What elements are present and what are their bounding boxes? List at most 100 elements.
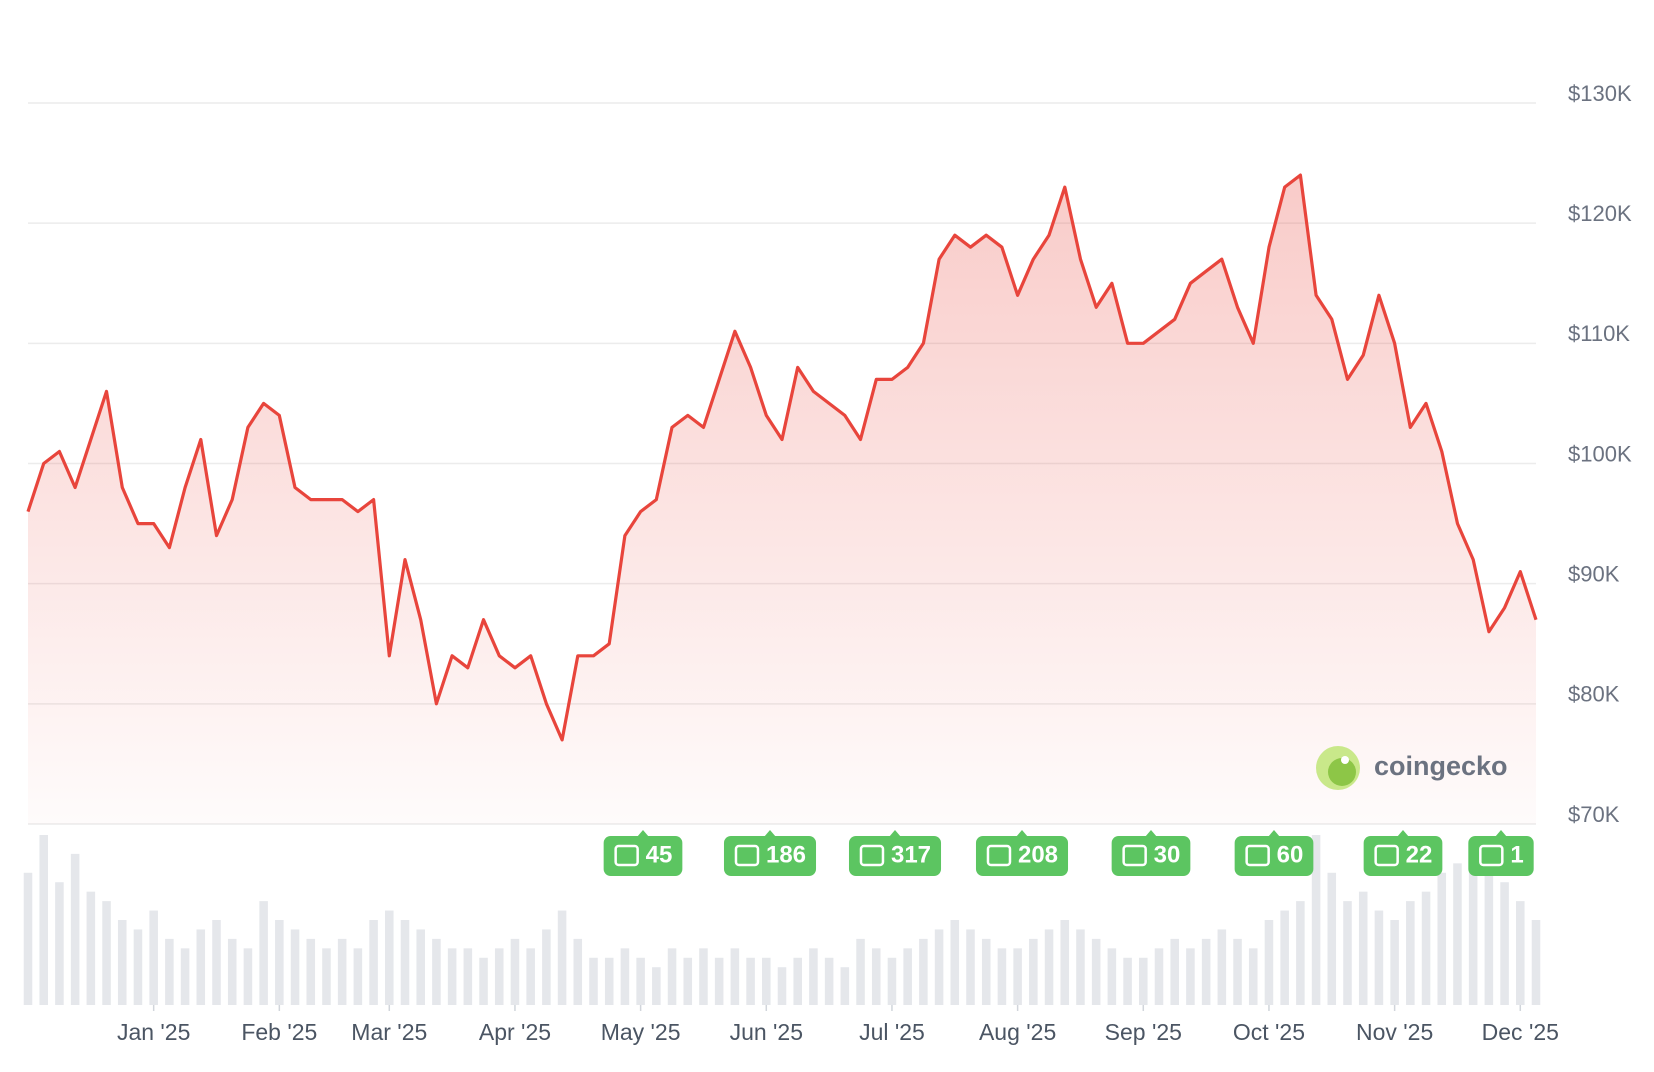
volume-bar [1296,901,1305,1005]
volume-bar [1029,938,1038,1005]
news-count: 208 [1018,841,1058,868]
volume-bar [871,948,881,1005]
x-tick-label: Dec '25 [1482,1019,1559,1045]
volume-bar [196,929,206,1005]
volume-bar [369,920,378,1005]
volume-bar [997,948,1007,1005]
volume-bar [1374,910,1384,1005]
logo-icon-inner [1328,758,1356,786]
news-icon [859,844,885,867]
news-badge: 45 [603,830,683,876]
volume-bar [275,920,284,1005]
volume-bar [1327,872,1337,1005]
logo-eye [1341,756,1349,764]
y-tick-label: $110K [1568,321,1630,346]
volume-bar [259,901,268,1005]
volume-bar [667,948,677,1005]
x-tick-label: Feb '25 [241,1019,317,1045]
volume-bar [39,835,48,1005]
volume-bar [306,938,316,1005]
x-tick-label: Nov '25 [1356,1019,1433,1045]
volume-bar [840,967,850,1005]
volume-bar [243,948,253,1005]
volume-bar [1076,929,1085,1005]
badge-tip [1016,830,1028,837]
volume-bar [809,948,818,1005]
news-count: 1 [1510,841,1523,868]
badge-tip [764,830,776,837]
news-badge: 60 [1234,830,1314,876]
volume-bar [1044,929,1054,1005]
volume-bar [385,910,394,1005]
news-icon [986,844,1012,867]
volume-bar [573,938,583,1005]
x-tick-label: May '25 [601,1019,681,1045]
x-tick-label: Apr '25 [479,1019,551,1045]
volume-bar [290,929,300,1005]
volume-bar [23,872,33,1005]
y-tick-label: $70K [1568,802,1620,827]
price-line [26,173,1538,742]
volume-bar [1421,891,1431,1005]
y-tick-label: $80K [1568,682,1620,707]
volume-bar [494,948,504,1005]
volume-bar [1139,957,1148,1005]
volume-bar [1013,948,1022,1005]
news-icon [734,844,760,867]
volume-bar [1468,853,1478,1005]
news-badge: 208 [975,830,1069,876]
volume-bar [1390,920,1399,1005]
volume-bar [1154,948,1164,1005]
volume-bar [824,957,834,1005]
volume-bar [1170,938,1179,1005]
y-tick-label: $100K [1568,441,1632,466]
volume-bar [86,891,96,1005]
volume-bar [133,929,143,1005]
badge-bg [1468,836,1534,876]
volume-bar [887,957,897,1005]
news-icon [614,844,639,867]
volume-bar [1343,901,1352,1005]
volume-bar [919,938,928,1005]
volume-bar [1437,872,1447,1005]
volume-bar [432,938,441,1005]
volume-bar [1217,929,1227,1005]
logo: coingecko [1316,746,1508,790]
news-count: 186 [766,841,806,868]
news-count: 30 [1154,841,1181,868]
volume-bar [463,948,473,1005]
volume-bar [337,938,347,1005]
volume-bar [416,929,425,1005]
volume-bar [117,920,127,1005]
volume-bar [1264,920,1274,1005]
volume-bar [526,948,535,1005]
volume-bar [903,948,912,1005]
volume-bar [762,957,771,1005]
volume-bar [1186,948,1195,1005]
volume-bar [479,957,488,1005]
volume-bar [180,948,190,1005]
volume-bar [730,948,740,1005]
area [28,175,1536,825]
badge-tip [637,830,649,837]
news-badge: 186 [723,830,817,876]
volume-bar [1406,901,1415,1005]
volume-bar [400,920,410,1005]
y-tick-label: $120K [1568,201,1632,226]
x-tick-label: Mar '25 [351,1019,427,1045]
volume-bar [70,853,80,1005]
volume-bar [1091,938,1101,1005]
volume-bar [604,957,614,1005]
volume-bar [966,929,975,1005]
volume-bar [353,948,363,1005]
volume-bar [636,957,645,1005]
volume-bar [620,948,630,1005]
badge-tip [889,830,901,837]
x-tick-label: Jan '25 [117,1019,190,1045]
news-badge: 317 [848,830,942,876]
volume-bar [1500,882,1509,1005]
volume-bar [1248,948,1258,1005]
brand: coingecko [1374,751,1508,781]
